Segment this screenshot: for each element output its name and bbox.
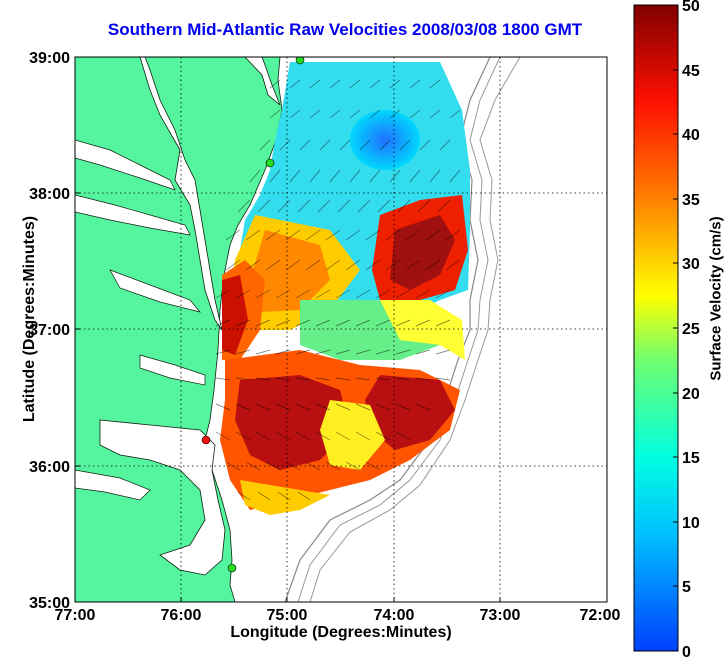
colorbar-tick-label: 50 (682, 0, 700, 15)
colorbar-tick-label: 10 (682, 515, 700, 532)
radar-site (227, 563, 237, 573)
radar-site (201, 435, 211, 445)
x-tick-label: 77:00 (55, 607, 96, 624)
colorbar-tick-label: 40 (682, 127, 700, 144)
grid (75, 57, 607, 602)
x-tick-label: 72:00 (580, 607, 621, 624)
y-axis-label: Latitude (Degrees:Minutes) (21, 215, 38, 423)
colorbar-tick-label: 5 (682, 579, 691, 596)
y-tick-label: 35:00 (29, 595, 70, 612)
colorbar-label: Surface Velocity (cm/s) (707, 216, 724, 381)
map-title: Southern Mid-Atlantic Raw Velocities 200… (107, 20, 583, 39)
x-tick-label: 73:00 (480, 607, 521, 624)
colorbar-tick-label: 35 (682, 192, 700, 209)
colorbar (633, 4, 679, 652)
radar-site (295, 57, 305, 65)
y-tick-label: 38:00 (29, 186, 70, 203)
radar-site (265, 158, 275, 168)
y-tick-label: 37:00 (29, 322, 70, 339)
x-tick-label: 74:00 (374, 607, 415, 624)
x-tick-label: 76:00 (161, 607, 202, 624)
colorbar-tick-label: 0 (682, 644, 691, 659)
x-axis-label: Longitude (Degrees:Minutes) (230, 624, 452, 641)
y-tick-label: 39:00 (29, 50, 70, 67)
x-tick-label: 75:00 (267, 607, 308, 624)
colorbar-tick-label: 15 (682, 450, 700, 467)
colorbar-tick-label: 45 (682, 63, 700, 80)
colorbar-tick-label: 20 (682, 386, 700, 403)
colorbar-tick-label: 25 (682, 321, 700, 338)
colorbar-tick-label: 30 (682, 256, 700, 273)
velocity-field (215, 62, 470, 515)
y-tick-label: 36:00 (29, 459, 70, 476)
